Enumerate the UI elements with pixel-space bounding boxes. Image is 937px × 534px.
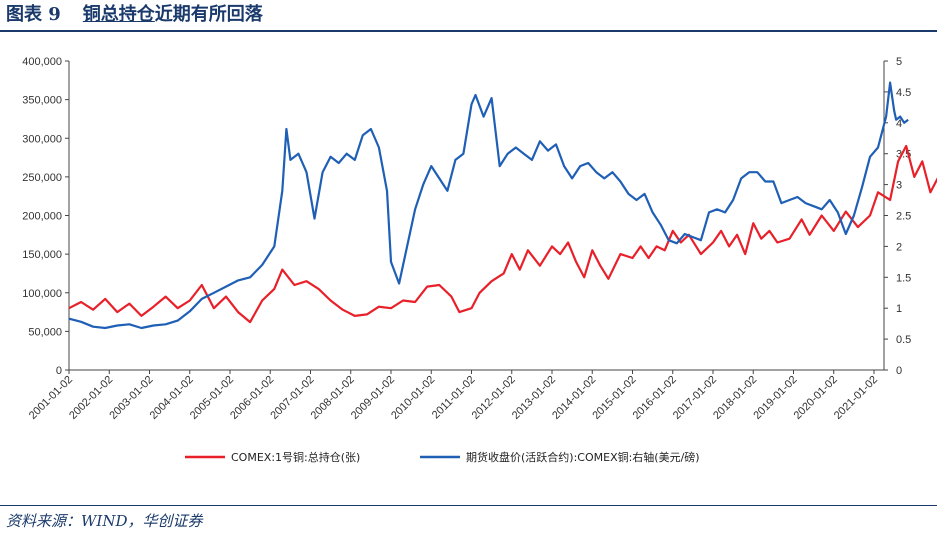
right-tick-label: 4 [896, 118, 902, 130]
right-axis-ticks: 00.511.522.533.544.55 [884, 56, 911, 377]
axes [68, 61, 885, 371]
right-tick-label: 4.5 [896, 87, 911, 99]
legend-label-open-interest: COMEX:1号铜:总持仓(张) [231, 450, 360, 464]
right-tick-label: 5 [896, 56, 902, 68]
left-tick-label: 200,000 [22, 211, 62, 223]
left-axis-ticks: 0 50,000 100,000 150,000 200,000 250,000 300,0… [22, 56, 69, 377]
x-tick-label: 2010-01-02 [389, 374, 437, 422]
bottom-rule [0, 505, 937, 506]
right-tick-label: 2.5 [896, 211, 911, 223]
right-tick-label: 0 [896, 365, 902, 377]
x-tick-label: 2021-01-02 [832, 374, 880, 422]
figure-label: 图表 9 [6, 4, 61, 25]
legend-label-copper-price: 期货收盘价(活跃合约):COMEX铜:右轴(美元/磅) [466, 450, 700, 464]
open-interest-series-line [68, 144, 937, 324]
chart: 0 50,000 100,000 150,000 200,000 250,000 300,0… [22, 56, 937, 464]
right-tick-label: 2 [896, 241, 902, 253]
left-tick-label: 0 [56, 365, 62, 377]
title-rest: 近期有所回落 [154, 4, 263, 25]
left-tick-label: 400,000 [22, 56, 62, 68]
figure-title: 图表 9 铜总持仓近期有所回落 [6, 2, 931, 30]
copper-price-series-line [68, 81, 909, 330]
title-underlined-part: 铜总持仓 [82, 4, 155, 25]
top-rule [0, 30, 937, 32]
source-note: 资料来源：WIND，华创证券 [6, 512, 203, 530]
right-tick-label: 0.5 [896, 334, 911, 346]
left-tick-label: 100,000 [22, 288, 62, 300]
right-tick-label: 3 [896, 180, 902, 192]
left-tick-label: 50,000 [28, 326, 62, 338]
left-tick-label: 250,000 [22, 172, 62, 184]
left-tick-label: 350,000 [22, 95, 62, 107]
series-layer [68, 81, 937, 330]
right-tick-label: 1.5 [896, 272, 911, 284]
right-tick-label: 1 [896, 303, 902, 315]
x-axis-ticks: 2001-01-022002-01-022003-01-022004-01-02… [27, 370, 880, 422]
left-tick-label: 300,000 [22, 133, 62, 145]
left-tick-label: 150,000 [22, 249, 62, 261]
legend: COMEX:1号铜:总持仓(张) 期货收盘价(活跃合约):COMEX铜:右轴(美元… [185, 450, 700, 464]
